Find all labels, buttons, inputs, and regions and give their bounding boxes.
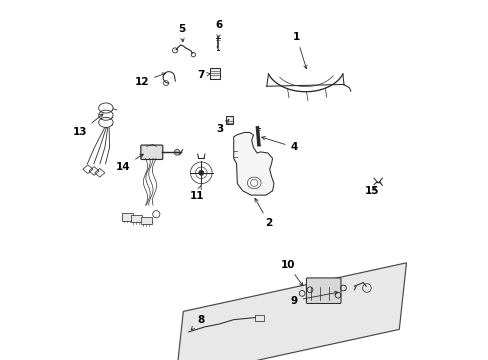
Text: 10: 10 (280, 260, 302, 286)
Circle shape (174, 149, 180, 155)
Text: 14: 14 (116, 154, 143, 172)
Text: 7: 7 (197, 70, 210, 80)
Text: 8: 8 (191, 315, 204, 330)
FancyBboxPatch shape (122, 213, 133, 221)
Text: 11: 11 (189, 186, 204, 201)
FancyBboxPatch shape (225, 116, 232, 124)
FancyBboxPatch shape (210, 68, 219, 79)
Text: 4: 4 (261, 136, 297, 152)
Polygon shape (233, 132, 273, 195)
Text: 12: 12 (134, 73, 165, 87)
Polygon shape (176, 263, 406, 360)
FancyBboxPatch shape (131, 215, 142, 222)
Text: 5: 5 (178, 24, 185, 42)
FancyBboxPatch shape (141, 217, 152, 224)
Text: 9: 9 (290, 291, 337, 306)
Text: 1: 1 (292, 32, 306, 69)
Text: 13: 13 (73, 114, 103, 138)
Text: 2: 2 (254, 198, 272, 228)
FancyBboxPatch shape (141, 145, 163, 159)
FancyBboxPatch shape (306, 278, 340, 303)
Text: 6: 6 (215, 20, 223, 38)
Text: 3: 3 (216, 120, 228, 134)
Text: 15: 15 (365, 186, 379, 196)
Circle shape (199, 170, 203, 175)
